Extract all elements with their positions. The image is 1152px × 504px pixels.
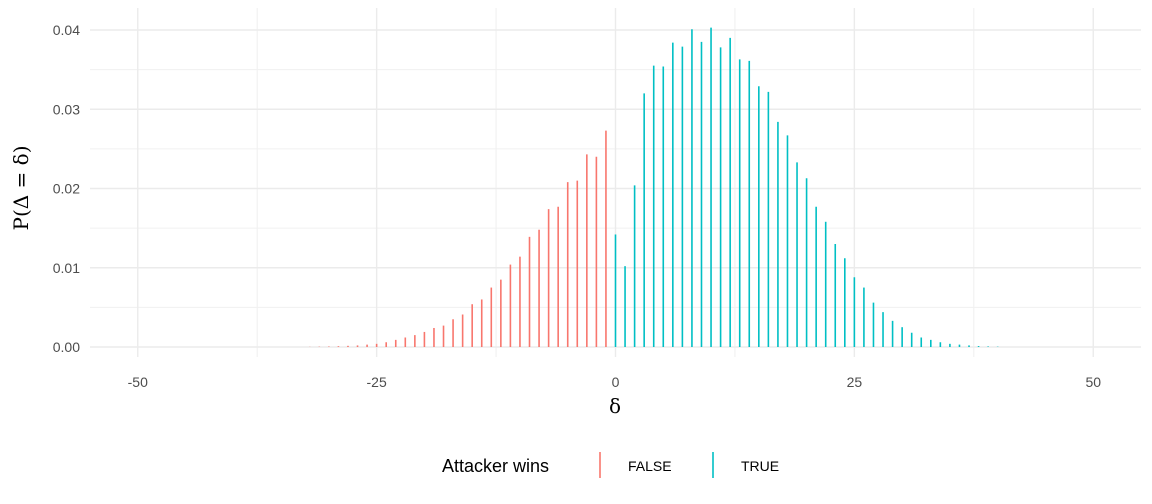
legend-title: Attacker wins bbox=[442, 456, 549, 476]
x-tick-label: 0 bbox=[612, 374, 620, 390]
legend: Attacker wins FALSE TRUE bbox=[442, 452, 779, 478]
y-tick-label: 0.02 bbox=[53, 181, 80, 197]
y-tick-label: 0.00 bbox=[53, 339, 80, 355]
y-tick-label: 0.04 bbox=[53, 22, 80, 38]
y-tick-labels: 0.00 0.01 0.02 0.03 0.04 bbox=[53, 22, 80, 355]
bars bbox=[308, 27, 999, 347]
legend-label-true: TRUE bbox=[741, 458, 779, 474]
x-tick-label: 50 bbox=[1085, 374, 1101, 390]
y-axis-title: P(Δ = δ) bbox=[9, 145, 33, 230]
y-tick-label: 0.03 bbox=[53, 101, 80, 117]
legend-label-false: FALSE bbox=[628, 458, 672, 474]
y-tick-label: 0.01 bbox=[53, 260, 80, 276]
x-axis-title: δ bbox=[609, 394, 621, 418]
x-tick-labels: -50 -25 0 25 50 bbox=[128, 374, 1102, 390]
x-tick-label: -50 bbox=[128, 374, 148, 390]
x-tick-label: 25 bbox=[847, 374, 863, 390]
x-tick-label: -25 bbox=[367, 374, 387, 390]
